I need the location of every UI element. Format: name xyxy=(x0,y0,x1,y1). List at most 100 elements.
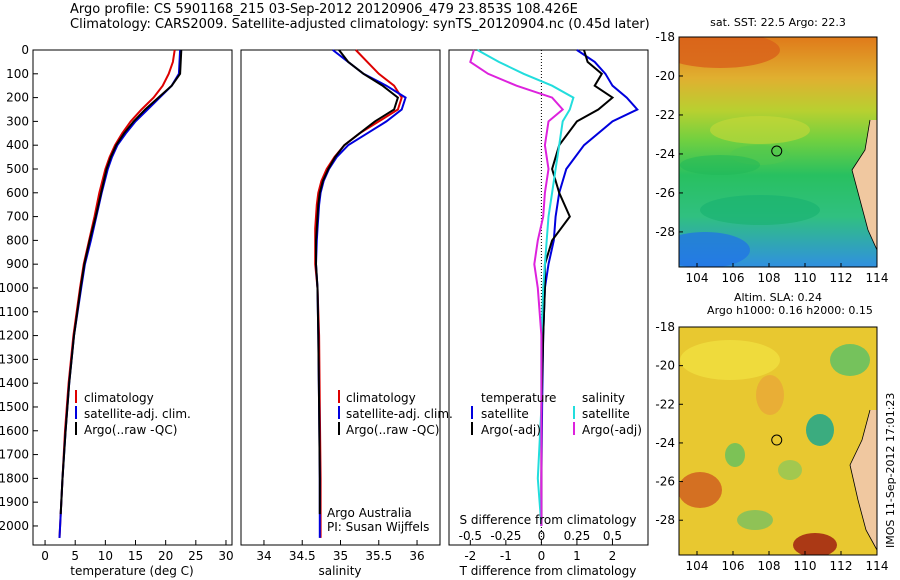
sla-map-lon-tick-label: 110 xyxy=(794,559,817,573)
temperature-x-tick-label: 10 xyxy=(98,549,113,563)
sla-map-lon-tick-label: 114 xyxy=(866,559,889,573)
sla-map-lat-tick-label: -18 xyxy=(655,320,675,334)
salinity-legend-argo: Argo(..raw -QC) xyxy=(346,423,439,437)
sla-map-lon-tick-label: 108 xyxy=(758,559,781,573)
sst-map-field xyxy=(679,37,877,267)
difference-legend-s-argo: Argo(-adj) xyxy=(582,423,642,437)
salinity-lines xyxy=(314,49,407,538)
sst-map-lon-tick-label: 110 xyxy=(794,271,817,285)
difference-t-xlabel: T difference from climatology xyxy=(459,564,637,578)
salinity-series-climatology xyxy=(314,49,403,538)
depth-tick-label: 200 xyxy=(6,91,29,105)
salinity-panel xyxy=(240,49,441,546)
sst-map-lat-tick-label: -24 xyxy=(655,147,675,161)
difference-x-axis: -2 -1 0 1 2 xyxy=(464,540,616,563)
temperature-lines xyxy=(58,49,183,538)
salinity-x-tick-label: 34.5 xyxy=(289,549,316,563)
sla-map-lat-tick-label: -28 xyxy=(655,513,675,527)
depth-tick-label: 1700 xyxy=(0,448,29,462)
salinity-series-argo xyxy=(315,49,400,515)
temperature-legend-satellite: satellite-adj. clim. xyxy=(84,407,191,421)
sst-map-title: sat. SST: 22.5 Argo: 22.3 xyxy=(710,16,846,29)
salinity-series-satellite xyxy=(314,49,407,538)
temperature-x-tick-label: 0 xyxy=(41,549,49,563)
salinity-annotation-pi: PI: Susan Wijffels xyxy=(327,520,429,534)
temperature-x-tick-label: 30 xyxy=(218,549,233,563)
sla-map-lon-tick-label: 106 xyxy=(722,559,745,573)
difference-legend-t-satellite: satellite xyxy=(481,407,529,421)
temperature-xlabel: temperature (deg C) xyxy=(70,564,193,578)
temperature-legend-argo: Argo(..raw -QC) xyxy=(84,423,177,437)
temperature-legend-climatology: climatology xyxy=(84,391,154,405)
depth-tick-label: 1900 xyxy=(0,495,29,509)
difference-x-tick-label: -1 xyxy=(500,549,512,563)
temperature-series-satellite xyxy=(58,49,182,538)
sla-map-lat-tick-label: -22 xyxy=(655,397,675,411)
difference-s-axis: -0.5 -0.25 0 0.25 0.5 xyxy=(459,529,622,543)
depth-axis: 0 100 200 300 400 500 600 700 800 900 1000 1100 1200… xyxy=(0,43,38,533)
sst-map-lon-tick-label: 104 xyxy=(686,271,709,285)
temperature-x-tick-label: 5 xyxy=(71,549,79,563)
depth-tick-label: 0 xyxy=(21,43,29,57)
figure-title-line2: Climatology: CARS2009. Satellite-adjuste… xyxy=(70,17,650,32)
sst-map-argo-marker xyxy=(771,145,783,157)
depth-tick-label: 1300 xyxy=(0,352,29,366)
difference-panel xyxy=(448,49,649,546)
depth-tick-label: 400 xyxy=(6,138,29,152)
difference-series-t_argo xyxy=(540,49,615,526)
salinity-x-tick-label: 35.5 xyxy=(365,549,392,563)
salinity-xlabel: salinity xyxy=(318,564,361,578)
salinity-legend: climatology satellite-adj. clim. Argo(..… xyxy=(338,390,453,437)
difference-x-tick-label: 2 xyxy=(609,549,617,563)
difference-s-tick-label: 0.5 xyxy=(603,529,622,543)
temperature-series-argo xyxy=(59,49,183,515)
difference-s-tick-label: -0.25 xyxy=(490,529,521,543)
difference-x-tick-label: 1 xyxy=(573,549,581,563)
sst-map-axes: 104 106 108 110 112 114 -18 -20 -22 -24 -26 -28 xyxy=(655,30,888,285)
sla-map-lat-tick-label: -26 xyxy=(655,475,675,489)
sla-map-lon-tick-label: 104 xyxy=(686,559,709,573)
temperature-legend: climatology satellite-adj. clim. Argo(..… xyxy=(75,390,191,437)
temperature-series-climatology xyxy=(58,49,176,538)
sla-map-subtitle: Argo h1000: 0.16 h2000: 0.15 xyxy=(707,304,873,317)
difference-legend-salinity-title: salinity xyxy=(582,391,625,405)
sla-map-axes: 104 106 108 110 112 114 -18 -20 -22 -24 -26 -28 xyxy=(655,320,888,573)
difference-s-tick-label: 0 xyxy=(538,529,546,543)
depth-tick-label: 300 xyxy=(6,114,29,128)
salinity-legend-climatology: climatology xyxy=(346,391,416,405)
difference-legend-s-satellite: satellite xyxy=(582,407,630,421)
sla-map-lat-tick-label: -20 xyxy=(655,359,675,373)
depth-tick-label: 800 xyxy=(6,233,29,247)
difference-legend: temperature salinity satellite Argo(-adj… xyxy=(471,391,642,437)
salinity-x-axis: 34 34.5 35 35.5 36 xyxy=(256,540,425,563)
difference-series-s_satellite xyxy=(476,49,575,527)
difference-s-xlabel: S difference from climatology xyxy=(460,513,637,527)
sst-map-lon-tick-label: 106 xyxy=(722,271,745,285)
sla-map-argo-marker xyxy=(771,434,783,446)
sst-map-lat-tick-label: -28 xyxy=(655,225,675,239)
sst-map-lon-tick-label: 108 xyxy=(758,271,781,285)
sst-map-lon-tick-label: 112 xyxy=(830,271,853,285)
temperature-x-tick-label: 15 xyxy=(128,549,143,563)
sst-map-lat-tick-label: -20 xyxy=(655,69,675,83)
salinity-x-tick-label: 34 xyxy=(256,549,271,563)
depth-tick-label: 700 xyxy=(6,210,29,224)
salinity-x-tick-label: 35 xyxy=(333,549,348,563)
depth-tick-label: 900 xyxy=(6,257,29,271)
sla-map-frame xyxy=(678,326,878,556)
difference-lines xyxy=(469,49,639,527)
depth-tick-label: 1500 xyxy=(0,400,29,414)
temperature-x-tick-label: 20 xyxy=(158,549,173,563)
depth-tick-label: 1800 xyxy=(0,471,29,485)
difference-series-s_argo xyxy=(469,49,565,526)
temperature-panel xyxy=(32,49,233,546)
difference-x-tick-label: 0 xyxy=(538,549,546,563)
depth-tick-label: 1100 xyxy=(0,305,29,319)
difference-s-tick-label: 0.25 xyxy=(564,529,591,543)
depth-tick-label: 2000 xyxy=(0,519,29,533)
temperature-x-axis: 0 5 10 15 20 25 30 xyxy=(41,540,234,563)
salinity-annotation-institution: Argo Australia xyxy=(327,506,412,520)
difference-series-t_satellite xyxy=(540,49,639,526)
depth-tick-label: 100 xyxy=(6,67,29,81)
